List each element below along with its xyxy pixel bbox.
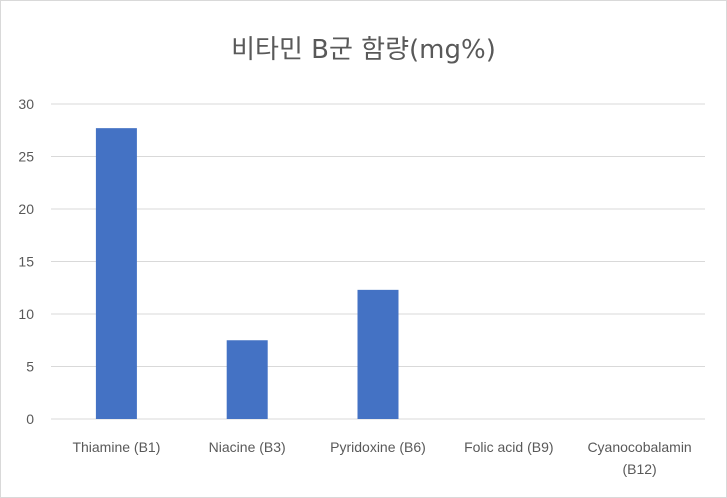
bar-3 [357, 289, 399, 419]
y-tick-label: 15 [18, 254, 34, 270]
y-tick-label: 0 [26, 411, 34, 427]
x-category-label-line: Folic acid (B9) [464, 439, 553, 455]
y-tick-label: 10 [18, 306, 34, 322]
chart-title: 비타민 B군 함량(mg%) [231, 35, 496, 65]
x-category-label-line: (B12) [622, 461, 656, 477]
y-tick-label: 25 [18, 149, 34, 165]
y-tick-label: 20 [18, 201, 34, 217]
bar-1 [95, 128, 137, 419]
x-category-label-line: Niacine (B3) [209, 439, 286, 455]
x-category-label: Pyridoxine (B6) [330, 439, 426, 455]
bar-2 [226, 340, 268, 419]
x-category-label-line: Thiamine (B1) [72, 439, 160, 455]
y-tick-label: 30 [18, 96, 34, 112]
x-category-label: Folic acid (B9) [464, 439, 553, 455]
x-category-label: Niacine (B3) [209, 439, 286, 455]
x-category-label-line: Pyridoxine (B6) [330, 439, 426, 455]
x-category-label-line: Cyanocobalamin [587, 439, 691, 455]
x-category-label: Thiamine (B1) [72, 439, 160, 455]
y-tick-label: 5 [26, 359, 34, 375]
x-category-label: Cyanocobalamin (B12) [587, 439, 691, 477]
